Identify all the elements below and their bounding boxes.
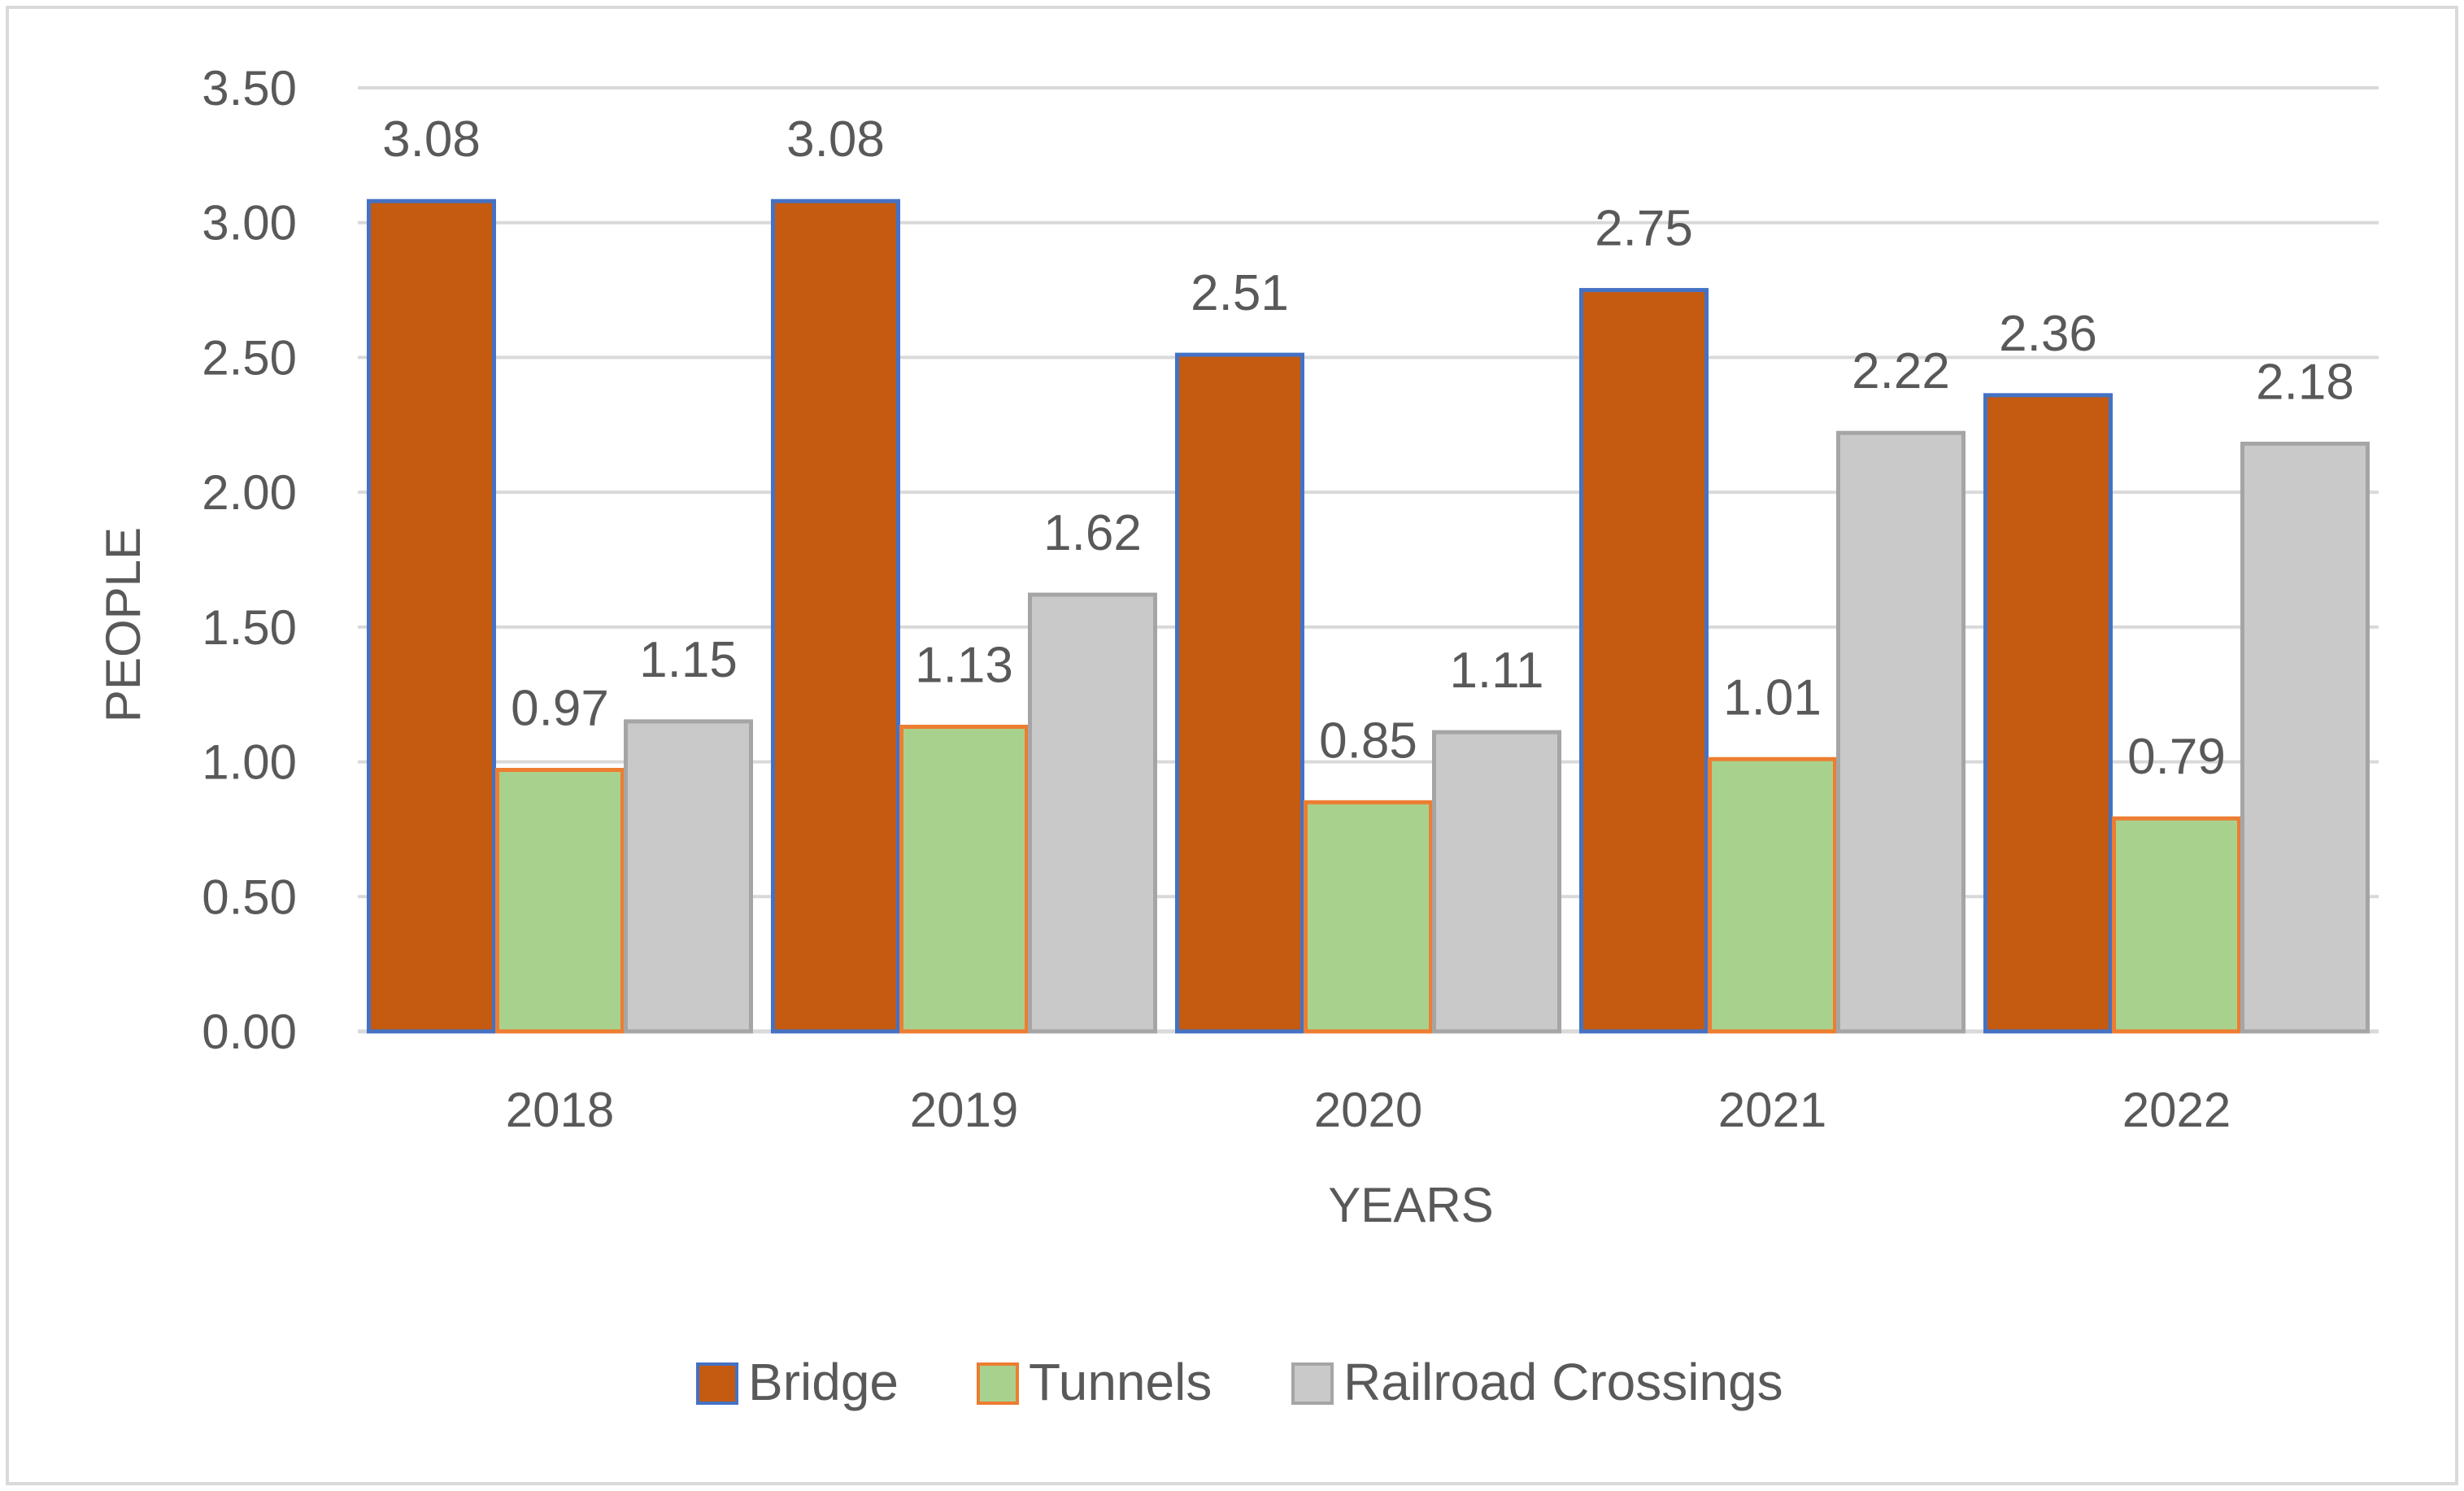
- bar-railroad-crossings: [2240, 441, 2370, 1034]
- bar-railroad-crossings: [1432, 730, 1561, 1034]
- data-labels: 3.08 0.97 1.15 3.08 1.13 1.62 2.51 0.85 1.11 2.75…: [382, 111, 2354, 785]
- y-tick-label: 0.50: [202, 870, 297, 924]
- y-tick-label: 1.00: [202, 735, 297, 790]
- data-label: 2.36: [1999, 306, 2097, 362]
- y-tick-label: 2.00: [202, 465, 297, 520]
- data-label: 2.75: [1595, 201, 1693, 257]
- x-tick-label: 2020: [1314, 1083, 1422, 1137]
- x-tick-label: 2018: [506, 1083, 614, 1137]
- data-label: 1.11: [1449, 643, 1543, 699]
- x-axis-title: YEARS: [1328, 1178, 1493, 1232]
- legend-swatch: [696, 1362, 738, 1405]
- bar-railroad-crossings: [624, 719, 753, 1034]
- data-label: 1.62: [1043, 505, 1142, 561]
- data-label: 0.85: [1319, 713, 1417, 769]
- y-tick-label: 2.50: [202, 330, 297, 385]
- y-tick-label: 3.50: [202, 61, 297, 116]
- bar-tunnels: [899, 724, 1029, 1034]
- bar-bridge: [771, 198, 900, 1034]
- data-label: 2.18: [2256, 354, 2354, 410]
- x-tick-label: 2022: [2122, 1083, 2231, 1137]
- bar-bridge: [1579, 288, 1709, 1034]
- bar-tunnels: [495, 768, 625, 1034]
- legend-swatch: [1291, 1362, 1334, 1405]
- data-label: 0.79: [2127, 729, 2226, 785]
- legend-label: Bridge: [748, 1353, 899, 1411]
- y-axis-title: PEOPLE: [96, 527, 150, 722]
- data-label: 3.08: [786, 111, 885, 168]
- y-tick-label: 1.50: [202, 600, 297, 655]
- bars: [367, 198, 2370, 1034]
- y-tick-label: 0.00: [202, 1005, 297, 1059]
- legend: Bridge Tunnels Railroad Crossings: [696, 1353, 1783, 1411]
- data-label: 1.01: [1723, 669, 1822, 726]
- bar-railroad-crossings: [1836, 430, 1966, 1034]
- data-label: 0.97: [511, 681, 609, 737]
- legend-label: Railroad Crossings: [1343, 1353, 1783, 1411]
- x-tick-label: 2019: [910, 1083, 1018, 1137]
- data-label: 2.22: [1852, 343, 1950, 399]
- x-tick-label: 2021: [1718, 1083, 1826, 1137]
- y-tick-label: 3.00: [202, 196, 297, 251]
- data-label: 1.13: [915, 637, 1013, 693]
- bar-tunnels: [1304, 800, 1433, 1034]
- bar-bridge: [1175, 352, 1304, 1034]
- bar-bridge: [1983, 393, 2113, 1034]
- legend-label: Tunnels: [1029, 1353, 1212, 1411]
- legend-swatch: [977, 1362, 1019, 1405]
- bar-tunnels: [1708, 756, 1837, 1034]
- bar-tunnels: [2112, 816, 2241, 1034]
- bar-bridge: [367, 198, 496, 1034]
- data-label: 2.51: [1191, 265, 1289, 321]
- x-axis-ticks: 2018 2019 2020 2021 2022: [506, 1083, 2231, 1137]
- y-axis-ticks: 0.00 0.50 1.00 1.50 2.00 2.50 3.00 3.50: [202, 61, 297, 1059]
- data-label: 3.08: [382, 111, 481, 168]
- data-label: 1.15: [639, 632, 738, 688]
- bar-railroad-crossings: [1028, 592, 1157, 1034]
